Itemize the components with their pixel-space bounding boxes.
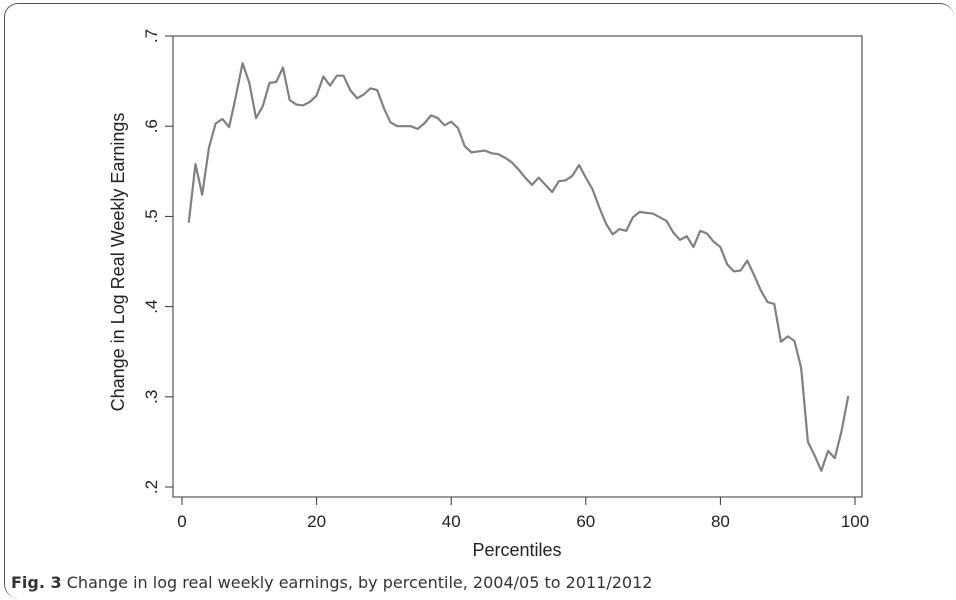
earnings-change-line xyxy=(187,61,850,472)
plot-area xyxy=(172,35,863,498)
caption-text: Change in log real weekly earnings, by p… xyxy=(66,573,653,592)
y-axis-title: Change in Log Real Weekly Earnings xyxy=(108,113,128,412)
y-tick-label: .7 xyxy=(142,29,161,43)
x-axis: 0 20 40 60 80 100 xyxy=(177,497,869,531)
x-axis-title: Percentiles xyxy=(472,540,561,560)
caption-label: Fig. 3 xyxy=(11,573,62,592)
x-tick-label: 100 xyxy=(841,512,869,531)
y-tick-label: .5 xyxy=(142,209,161,223)
figure-caption: Fig. 3 Change in log real weekly earning… xyxy=(11,573,652,592)
y-tick-label: .6 xyxy=(142,119,161,133)
y-tick-label: .2 xyxy=(142,480,161,494)
figure-frame xyxy=(4,3,954,598)
x-tick-label: 60 xyxy=(576,512,595,531)
y-tick-label: .3 xyxy=(142,390,161,404)
y-tick-label: .4 xyxy=(142,300,161,314)
x-tick-label: 20 xyxy=(307,512,326,531)
x-tick-label: 0 xyxy=(177,512,186,531)
x-tick-label: 40 xyxy=(442,512,461,531)
x-tick-label: 80 xyxy=(711,512,730,531)
y-axis: .2 .3 .4 .5 .6 .7 xyxy=(142,29,173,494)
